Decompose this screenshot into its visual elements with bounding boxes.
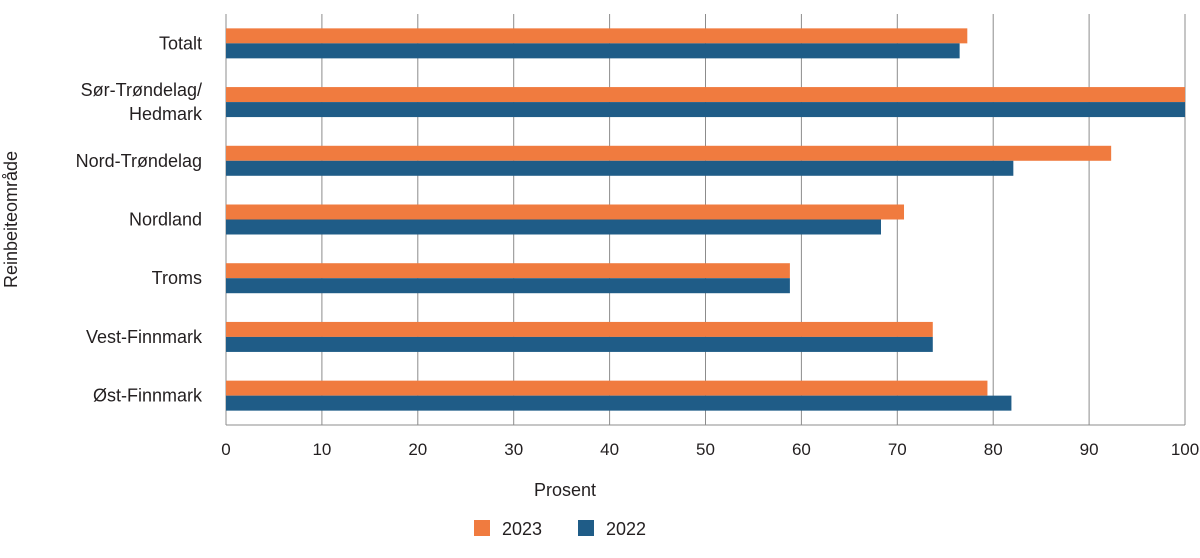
bar-2022 (226, 336, 933, 352)
category-label-line: Hedmark (129, 104, 203, 124)
bar-2023 (226, 263, 790, 279)
x-tick-label: 100 (1171, 440, 1199, 459)
bar-2022 (226, 102, 1185, 118)
legend-swatch-2022 (578, 520, 594, 536)
category-label: Øst-Finnmark (93, 386, 203, 406)
category-label-line: Øst-Finnmark (93, 386, 203, 406)
bar-2022 (226, 43, 960, 59)
x-tick-label: 80 (984, 440, 1003, 459)
y-axis-category-labels: Totalt Sør-Trøndelag/Hedmark Nord-Trøndela… (76, 33, 203, 405)
x-tick-label: 60 (792, 440, 811, 459)
category-label: Sør-Trøndelag/Hedmark (81, 80, 203, 124)
bar-2023 (226, 145, 1112, 161)
category-label-line: Sør-Trøndelag/ (81, 80, 202, 100)
x-tick-label: 0 (221, 440, 230, 459)
x-tick-label: 50 (696, 440, 715, 459)
x-tick-label: 20 (408, 440, 427, 459)
category-label: Troms (152, 268, 202, 288)
legend-swatch-2023 (474, 520, 490, 536)
x-tick-label: 70 (888, 440, 907, 459)
category-label-line: Nordland (129, 210, 202, 230)
x-axis-title: Prosent (534, 480, 596, 500)
bar-2023 (226, 380, 988, 396)
category-label: Nordland (129, 210, 202, 230)
x-tick-label: 90 (1080, 440, 1099, 459)
legend: 2023 2022 (474, 519, 646, 539)
x-tick-label: 40 (600, 440, 619, 459)
bar-2023 (226, 321, 933, 337)
bar-2023 (226, 204, 905, 220)
category-label-line: Vest-Finnmark (86, 327, 203, 347)
category-label: Vest-Finnmark (86, 327, 203, 347)
bar-2022 (226, 278, 790, 294)
category-label-line: Troms (152, 268, 202, 288)
category-label: Nord-Trøndelag (76, 151, 202, 171)
x-axis-ticks: 0 10 20 30 40 50 60 70 80 90 100 (221, 440, 1199, 459)
x-tick-label: 10 (312, 440, 331, 459)
bar-2022 (226, 160, 1014, 176)
bar-2022 (226, 219, 881, 235)
bar-2023 (226, 87, 1185, 103)
y-axis-title: Reinbeiteområde (1, 151, 21, 288)
bar-2022 (226, 395, 1012, 411)
category-label-line: Nord-Trøndelag (76, 151, 202, 171)
category-label-line: Totalt (159, 33, 202, 53)
category-label: Totalt (159, 33, 202, 53)
bars (226, 28, 1185, 411)
x-tick-label: 30 (504, 440, 523, 459)
legend-label-2023: 2023 (502, 519, 542, 539)
legend-label-2022: 2022 (606, 519, 646, 539)
bar-2023 (226, 28, 968, 44)
